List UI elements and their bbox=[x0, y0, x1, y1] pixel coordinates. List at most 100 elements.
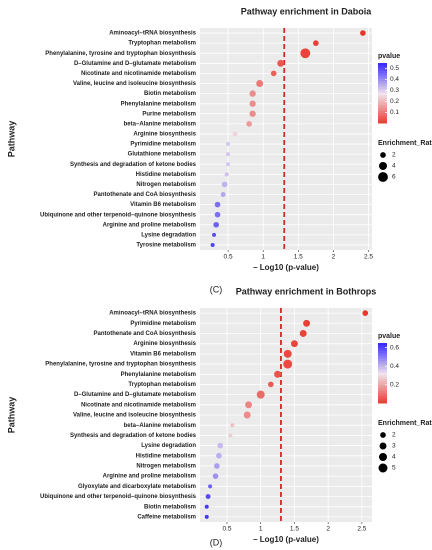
y-tick-label: Vitamin B6 metabolism bbox=[130, 351, 196, 357]
legend-size bbox=[380, 152, 386, 158]
point bbox=[204, 504, 209, 509]
color-bar bbox=[378, 119, 387, 122]
legend-size bbox=[378, 172, 388, 182]
color-bar bbox=[378, 105, 387, 108]
point bbox=[246, 121, 252, 127]
y-tick-label: Pyrimidine metabolism bbox=[130, 321, 196, 327]
legend-title: pvalue bbox=[378, 53, 400, 60]
point bbox=[213, 221, 219, 228]
color-bar bbox=[378, 89, 387, 92]
color-bar bbox=[378, 363, 387, 366]
y-axis-title: Pathway bbox=[6, 397, 16, 434]
color-bar bbox=[378, 347, 387, 350]
color-bar bbox=[378, 383, 387, 386]
legend-label: 2 bbox=[392, 432, 396, 439]
color-bar bbox=[378, 381, 387, 384]
color-bar bbox=[378, 67, 387, 70]
y-tick-label: Pyrimidine metabolism bbox=[130, 142, 196, 148]
y-tick-label: Nitrogen metabolism bbox=[136, 182, 196, 188]
y-tick-label: Nicotinate and nicotinamide metabolism bbox=[81, 71, 196, 77]
color-bar bbox=[378, 117, 387, 120]
x-tick-label: 0.5 bbox=[222, 526, 231, 533]
color-bar bbox=[378, 373, 387, 376]
point bbox=[217, 442, 224, 449]
point bbox=[249, 110, 256, 117]
x-tick-label: 0.5 bbox=[224, 254, 233, 261]
color-bar bbox=[378, 97, 387, 100]
color-bar bbox=[378, 77, 387, 80]
point bbox=[283, 359, 293, 369]
point bbox=[228, 433, 233, 438]
point bbox=[226, 142, 231, 147]
point bbox=[362, 310, 369, 316]
color-bar bbox=[378, 357, 387, 360]
point bbox=[226, 152, 231, 157]
x-tick-label: 1.5 bbox=[294, 254, 303, 261]
y-tick-label: Biotin metabolism bbox=[144, 504, 196, 510]
point bbox=[256, 80, 264, 87]
y-tick-label: Phenylalanine metabolism bbox=[121, 101, 196, 107]
y-tick-label: beta–Alanine metabolism bbox=[124, 423, 196, 429]
color-bar bbox=[378, 359, 387, 362]
color-bar bbox=[378, 375, 387, 378]
legend-label: 0.4 bbox=[390, 363, 399, 370]
point bbox=[208, 484, 213, 489]
color-bar bbox=[378, 111, 387, 114]
caption: (C) bbox=[210, 284, 223, 294]
point bbox=[256, 390, 265, 399]
y-tick-label: Valine, leucine and isoleucine biosynthe… bbox=[73, 413, 197, 419]
legend-label: 0.2 bbox=[390, 98, 399, 105]
x-axis-title: – Log10 (p-value) bbox=[253, 263, 319, 272]
y-tick-label: beta–Alanine metabolism bbox=[124, 121, 196, 127]
point bbox=[360, 30, 366, 36]
color-bar bbox=[378, 103, 387, 106]
x-tick-label: 1 bbox=[261, 254, 265, 261]
point bbox=[299, 330, 307, 337]
x-tick-label: 2.5 bbox=[357, 526, 366, 533]
x-tick-label: 2.5 bbox=[364, 254, 373, 261]
point bbox=[212, 232, 217, 237]
color-bar bbox=[378, 121, 387, 124]
point bbox=[230, 423, 235, 428]
y-tick-label: Lysine degradation bbox=[141, 443, 196, 449]
y-tick-label: D–Glutamine and D–glutamate metabolism bbox=[74, 392, 196, 398]
point bbox=[300, 48, 311, 59]
point bbox=[221, 181, 228, 188]
color-bar bbox=[378, 353, 387, 356]
color-bar bbox=[378, 387, 387, 390]
legend-title: pvalue bbox=[378, 333, 400, 340]
color-bar bbox=[378, 401, 387, 404]
y-tick-label: Tryptophan metabolism bbox=[128, 41, 196, 47]
color-bar bbox=[378, 343, 387, 346]
point bbox=[220, 192, 226, 197]
legend-size bbox=[379, 162, 387, 170]
legend-title: Enrichment_Ratio bbox=[378, 420, 432, 427]
y-tick-label: Aminoacyl–tRNA biosynthesis bbox=[109, 31, 196, 37]
color-bar bbox=[378, 113, 387, 116]
y-tick-label: Lysine degradation bbox=[141, 232, 196, 238]
y-tick-label: Synthesis and degradation of ketone bodi… bbox=[70, 162, 197, 168]
legend-label: 0.2 bbox=[390, 381, 399, 388]
y-tick-label: Tryptophan metabolism bbox=[128, 382, 196, 388]
point bbox=[245, 401, 253, 409]
color-bar bbox=[378, 69, 387, 72]
y-axis-title: Pathway bbox=[6, 121, 16, 158]
x-tick-label: 2 bbox=[332, 254, 336, 261]
legend-size bbox=[379, 442, 387, 450]
legend-size bbox=[378, 463, 388, 473]
legend-label: 3 bbox=[392, 443, 396, 450]
color-bar bbox=[378, 63, 387, 66]
point bbox=[249, 100, 256, 107]
legend-label: 0.4 bbox=[390, 76, 399, 83]
point bbox=[214, 463, 220, 469]
point bbox=[205, 494, 211, 499]
y-tick-label: D–Glutamine and D–glutamate metabolism bbox=[74, 61, 196, 67]
point bbox=[243, 411, 251, 419]
y-tick-label: Phenylalanine, tyrosine and tryptophan b… bbox=[45, 362, 196, 368]
x-tick-label: 1.5 bbox=[290, 526, 299, 533]
y-tick-label: Glutathione metabolism bbox=[128, 152, 196, 158]
y-tick-label: Pantothenate and CoA biosynthesis bbox=[94, 331, 197, 337]
legend-label: 0.6 bbox=[390, 344, 399, 351]
color-bar bbox=[378, 365, 387, 368]
